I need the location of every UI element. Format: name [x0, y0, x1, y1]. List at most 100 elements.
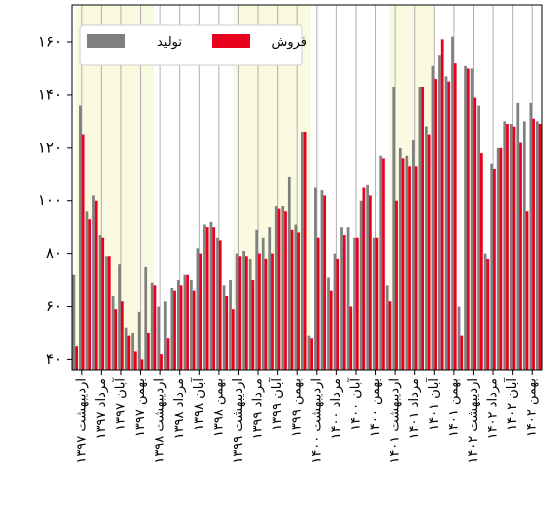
x-tick-label: اردیبهشت ۱۴۰۰	[309, 378, 324, 464]
bar	[85, 211, 89, 370]
bar	[532, 118, 535, 371]
bar	[349, 306, 353, 370]
bar	[114, 309, 118, 370]
bar	[366, 184, 370, 370]
x-tick-label: آبان ۱۴۰۲	[503, 377, 520, 431]
x-tick-label: آبان ۱۴۰۱	[425, 377, 442, 431]
bar	[203, 224, 206, 370]
bar	[483, 253, 487, 370]
bar	[196, 248, 200, 370]
legend-label: فروش	[271, 35, 307, 50]
bar	[274, 206, 278, 370]
bar	[453, 63, 457, 370]
legend-label: تولید	[157, 35, 182, 50]
bar	[173, 290, 176, 370]
bar	[470, 68, 474, 370]
bar	[496, 147, 500, 370]
x-tick-label: بهمن ۱۴۰۱	[446, 378, 461, 437]
y-tick-label: ۱۶۰	[38, 33, 62, 51]
bar	[150, 282, 154, 370]
x-tick-label: اردیبهشت ۱۳۹۹	[231, 378, 246, 464]
bar	[440, 39, 444, 370]
x-tick-label: بهمن ۱۴۰۲	[525, 378, 540, 437]
bar	[212, 227, 216, 370]
x-tick-label: بهمن ۱۳۹۷	[133, 378, 148, 437]
bar	[176, 280, 180, 370]
bar	[124, 327, 128, 370]
bar	[281, 206, 285, 370]
bar	[327, 277, 330, 370]
x-tick-label: آبان ۱۳۹۹	[268, 377, 285, 431]
bar	[464, 65, 467, 370]
bar	[163, 301, 167, 370]
bar	[199, 253, 203, 370]
bar	[355, 237, 359, 370]
bar	[222, 285, 226, 370]
x-tick-label: اردیبهشت ۱۴۰۲	[466, 378, 481, 464]
bar	[444, 76, 448, 371]
x-tick-label: مرداد ۱۴۰۱	[407, 378, 422, 439]
x-tick-label: بهمن ۱۴۰۰	[368, 378, 383, 437]
bar	[379, 155, 383, 370]
bar	[268, 227, 272, 370]
bar	[418, 86, 422, 371]
bar	[105, 256, 108, 370]
bar	[92, 195, 95, 370]
x-tick-label: آبان ۱۳۹۷	[111, 377, 128, 431]
bar	[229, 280, 232, 370]
x-tick-label: اردیبهشت ۱۳۹۷	[74, 378, 89, 464]
bar	[473, 97, 477, 371]
bar	[457, 306, 461, 370]
bar	[166, 338, 170, 370]
bar	[388, 301, 392, 370]
bar	[431, 65, 435, 370]
bar	[310, 338, 314, 370]
bar	[466, 68, 470, 370]
bar	[509, 124, 513, 371]
bar	[460, 335, 464, 370]
x-tick-label: بهمن ۱۳۹۹	[290, 378, 305, 437]
bar	[438, 55, 441, 370]
x-tick-label: مرداد ۱۳۹۸	[172, 378, 187, 439]
bar	[127, 335, 131, 370]
bar	[144, 266, 148, 370]
bar	[353, 237, 356, 370]
legend-swatch	[212, 34, 250, 48]
bar	[538, 124, 542, 371]
legend-swatch	[87, 34, 125, 48]
bar	[218, 240, 222, 370]
bar	[336, 258, 340, 370]
bar	[75, 346, 79, 370]
bar	[284, 211, 287, 370]
bar	[535, 121, 539, 371]
bar	[421, 86, 424, 371]
bar	[287, 176, 291, 370]
bar	[235, 253, 239, 370]
bar	[314, 187, 317, 370]
bar	[522, 121, 526, 371]
y-tick-label: ۱۰۰	[38, 191, 62, 209]
x-tick-label: اردیبهشت ۱۳۹۸	[153, 378, 168, 464]
bar	[346, 227, 350, 370]
bar	[216, 237, 219, 370]
bar	[362, 187, 366, 370]
bar	[170, 288, 174, 370]
bar	[190, 280, 193, 370]
bar	[81, 134, 85, 370]
bar	[153, 285, 157, 370]
bar	[131, 332, 135, 370]
bar	[414, 166, 418, 370]
bar	[118, 264, 121, 370]
bar	[342, 235, 346, 370]
bar	[477, 105, 480, 370]
bar	[277, 208, 281, 370]
bar	[398, 147, 402, 370]
bar	[264, 258, 268, 370]
bar	[479, 153, 483, 370]
bar	[506, 124, 509, 371]
bar	[179, 285, 183, 370]
bar	[411, 139, 415, 370]
bar	[231, 309, 235, 370]
x-tick-label: مرداد ۱۳۹۹	[251, 378, 266, 439]
